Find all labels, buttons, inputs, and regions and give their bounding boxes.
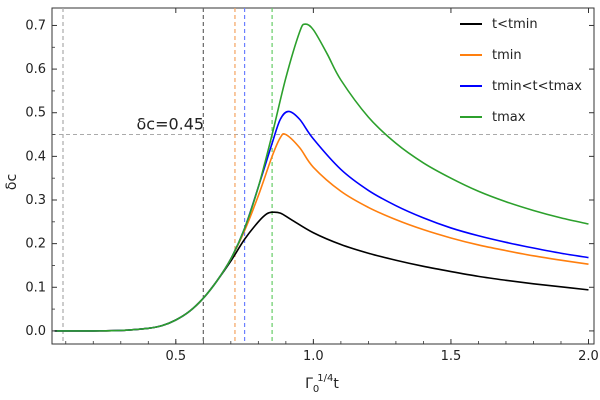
plot-frame (51, 7, 595, 345)
y-axis-label: δc (4, 174, 20, 190)
ticks-layer: 0.5 1.0 1.5 2.0 0.0 0.1 0.2 0.3 0.4 0.5 0.6 0.7 (25, 8, 599, 364)
legend-label: tmin<t<tmax (492, 79, 582, 94)
reference-lines (52, 8, 594, 344)
series-layer (54, 23, 589, 332)
series-line (54, 23, 589, 332)
x-axis-label-main: Γ (305, 376, 313, 392)
y-tick-label: 0.0 (25, 324, 46, 339)
x-axis-label: Γ01/4t (305, 373, 339, 395)
x-axis-label-superscript: 1/4 (317, 373, 333, 384)
x-tick-label: 2.0 (578, 349, 599, 364)
y-tick-label: 0.7 (25, 18, 46, 33)
legend-label: tmax (492, 110, 526, 125)
legend-label: t<tmin (492, 17, 538, 32)
y-tick-label: 0.6 (25, 62, 46, 77)
y-tick-label: 0.5 (25, 106, 46, 121)
x-tick-label: 1.0 (303, 349, 324, 364)
y-tick-label: 0.1 (25, 280, 46, 295)
annotation-label: δc=0.45 (136, 115, 204, 134)
legend: t<tmin tmin tmin<t<tmax tmax (460, 17, 582, 125)
x-tick-label: 0.5 (165, 349, 186, 364)
y-tick-label: 0.2 (25, 237, 46, 252)
y-tick-label: 0.3 (25, 193, 46, 208)
x-tick-label: 1.5 (441, 349, 462, 364)
x-axis-label-tail: t (333, 376, 339, 392)
x-axis-label-subscript: 0 (313, 384, 319, 395)
y-tick-label: 0.4 (25, 149, 46, 164)
legend-label: tmin (492, 48, 522, 63)
